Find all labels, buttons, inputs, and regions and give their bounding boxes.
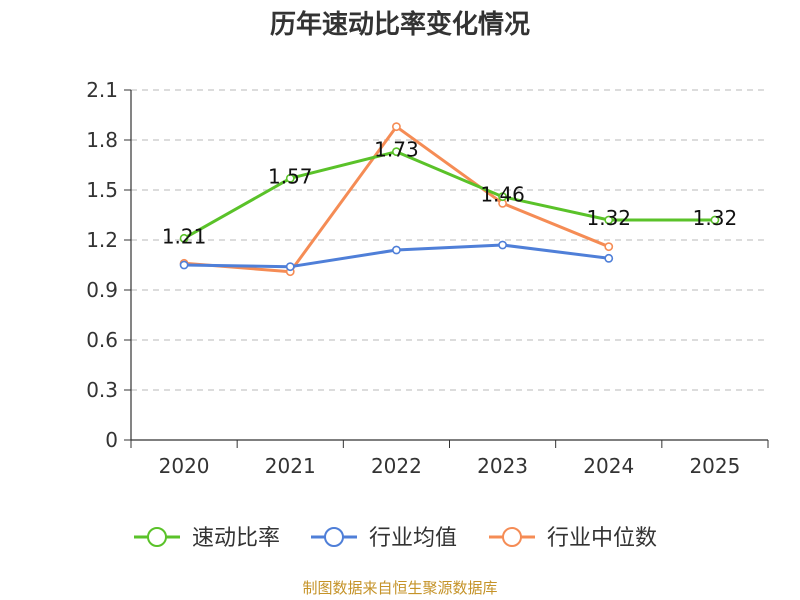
data-point (285, 262, 295, 272)
data-labels: 1.21 1.57 1.73 1.46 1.32 1.32 (162, 138, 737, 249)
data-point (392, 147, 401, 157)
legend-marker (502, 527, 522, 547)
legend: 速动比率 行业均值 行业中位数 (134, 526, 657, 551)
x-tick-label: 2025 (689, 454, 740, 478)
data-label: 1.46 (480, 183, 525, 207)
legend-marker (324, 527, 344, 547)
data-point (392, 245, 401, 255)
y-tick-label: 1.5 (86, 178, 118, 202)
axes: 0 0.3 0.6 0.9 1.2 1.5 1.8 2.1 2020 2021 2022 2023 20… (86, 78, 769, 478)
data-point (179, 260, 189, 270)
y-tick-label: 1.8 (86, 128, 118, 152)
series-lines (179, 122, 720, 277)
data-point (604, 253, 614, 263)
y-tick-label: 0 (105, 428, 118, 452)
data-label: 1.21 (162, 224, 207, 248)
legend-label: 行业中位数 (547, 526, 657, 551)
data-label: 1.32 (693, 206, 738, 230)
x-tick-label: 2024 (583, 454, 634, 478)
data-point (179, 233, 189, 243)
legend-label: 行业均值 (369, 526, 457, 551)
data-point (710, 215, 720, 225)
x-tick-label: 2021 (265, 454, 316, 478)
x-tick-label: 2023 (477, 454, 528, 478)
y-tick-label: 1.2 (86, 228, 118, 252)
y-tick-label: 0.3 (86, 378, 118, 402)
data-point (498, 192, 507, 202)
chart-title: 历年速动比率变化情况 (269, 10, 530, 40)
y-tick-label: 0.6 (86, 328, 118, 352)
grid-lines (131, 89, 768, 391)
data-point (498, 240, 507, 250)
x-tick-label: 2022 (371, 454, 422, 478)
source-footer: 制图数据来自恒生聚源数据库 (302, 579, 498, 597)
data-point (604, 242, 614, 252)
data-point (604, 215, 614, 225)
series-line (183, 150, 715, 240)
data-label: 1.73 (374, 138, 419, 162)
y-tick-label: 2.1 (86, 78, 118, 102)
legend-marker (147, 527, 167, 547)
data-label: 1.32 (586, 206, 631, 230)
data-label: 1.57 (268, 164, 313, 188)
legend-label: 速动比率 (192, 526, 280, 551)
data-point (285, 173, 295, 183)
x-tick-label: 2020 (159, 454, 210, 478)
y-tick-label: 0.9 (86, 278, 118, 302)
data-point (392, 122, 401, 132)
